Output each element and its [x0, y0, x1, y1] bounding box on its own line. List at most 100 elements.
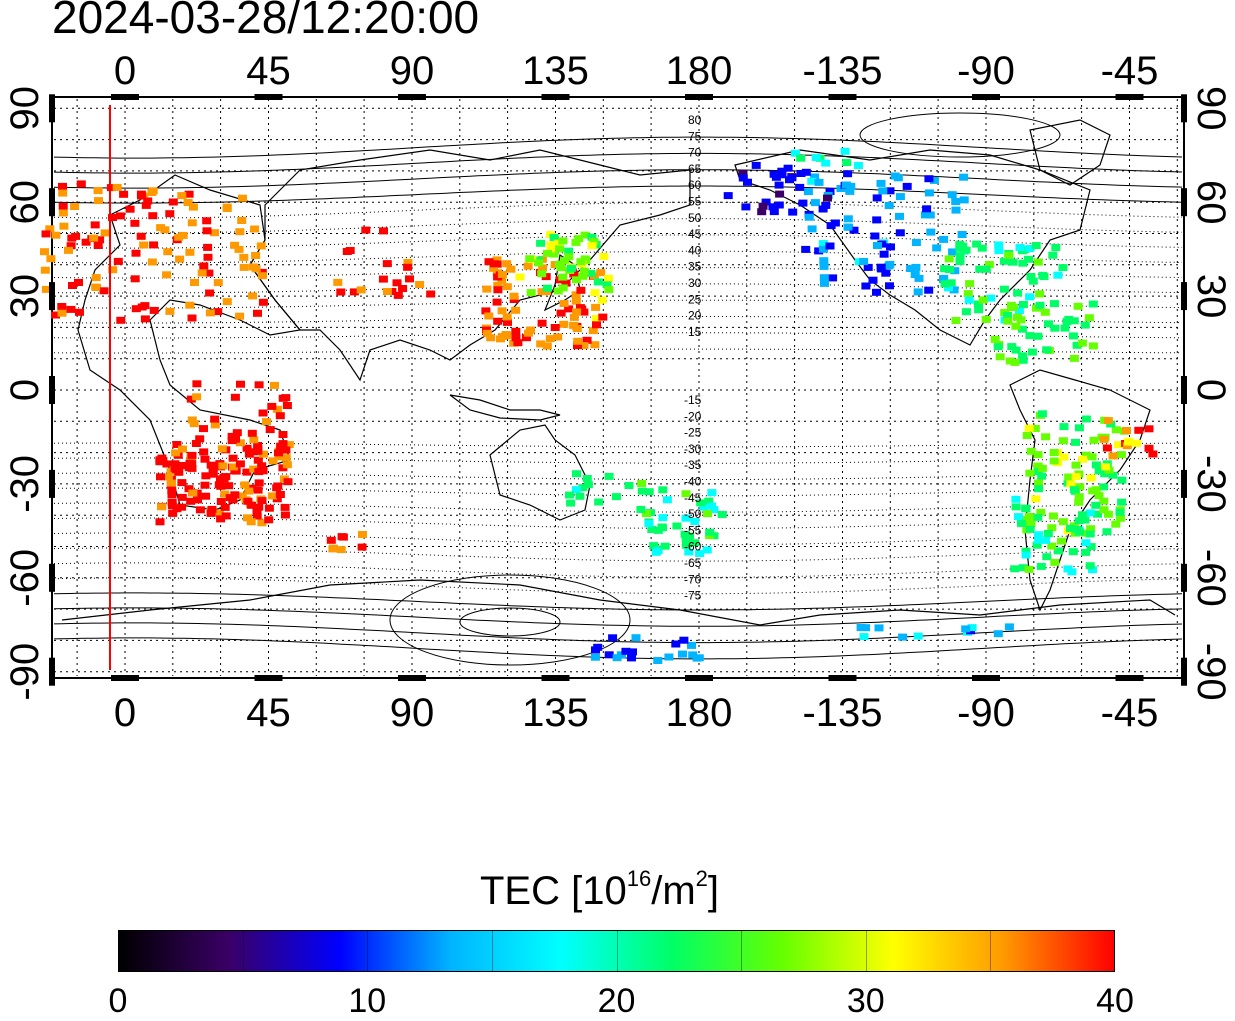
tec-dot: [1099, 497, 1109, 505]
tec-dot: [130, 275, 140, 283]
tec-dot: [993, 343, 1003, 351]
tec-dot: [257, 497, 267, 505]
tec-dot: [165, 307, 175, 315]
contour-label: 40: [688, 243, 702, 257]
tec-dot: [1069, 486, 1079, 494]
tec-dot: [560, 257, 570, 264]
tec-dot: [939, 235, 949, 243]
tec-dot: [681, 541, 691, 549]
tec-dot: [222, 205, 232, 212]
tec-dot: [502, 313, 512, 321]
contour-label: 50: [688, 211, 702, 225]
tec-dot: [1085, 562, 1095, 570]
tec-dot: [678, 650, 687, 658]
tec-dot: [911, 263, 921, 271]
tec-dot: [415, 281, 425, 288]
tec-dot: [814, 178, 824, 186]
tec-dot: [199, 448, 209, 456]
contour-line: [53, 607, 1183, 627]
tec-dot: [328, 545, 338, 553]
tec-dot: [95, 236, 105, 244]
tec-dot: [116, 316, 126, 324]
contour-label: -75: [684, 589, 702, 603]
tec-dot: [274, 449, 283, 457]
tec-dot: [58, 189, 68, 197]
tec-dot: [108, 266, 118, 274]
tec-dot: [81, 238, 91, 246]
tec-dot: [195, 506, 205, 514]
tec-dot: [237, 492, 247, 500]
tec-dot: [240, 481, 250, 489]
tec-dot: [798, 199, 808, 207]
bottom-lon-label: 180: [666, 691, 733, 735]
tec-dot: [130, 219, 140, 227]
tec-dot: [861, 282, 871, 290]
tec-dot: [967, 624, 977, 632]
tec-dot: [216, 498, 226, 505]
tec-dot: [91, 283, 101, 291]
tec-dot: [1034, 485, 1044, 493]
tec-dot: [631, 634, 641, 642]
tec-dot: [876, 179, 886, 187]
tec-dot: [203, 243, 213, 251]
tec-dot: [1033, 451, 1043, 459]
latitude-contours: [53, 112, 1183, 666]
tec-dot: [845, 187, 855, 195]
tec-dot: [881, 269, 891, 277]
tec-dot: [1066, 480, 1076, 488]
tec-dot: [185, 301, 195, 309]
tec-dot: [1035, 301, 1045, 309]
tec-dot: [602, 281, 612, 289]
tec-dot: [741, 203, 751, 211]
tec-dot: [703, 510, 712, 518]
tec-dot: [167, 479, 176, 487]
left-lat-label: -60: [3, 549, 47, 607]
bottom-lon-label: -45: [1101, 691, 1159, 735]
tec-dot: [546, 241, 556, 249]
tec-dot: [1042, 553, 1052, 561]
tec-dot: [1030, 425, 1040, 432]
tec-dot: [920, 211, 930, 219]
axis-tick: [828, 94, 857, 100]
tec-dot: [705, 528, 715, 536]
tec-dot: [270, 381, 279, 389]
tec-dot: [195, 435, 205, 443]
axis-tick: [49, 94, 55, 123]
tec-dot: [843, 170, 853, 178]
tec-dot: [186, 395, 196, 403]
tec-dot: [156, 473, 165, 481]
tec-dot: [681, 514, 691, 522]
tec-dot: [204, 269, 214, 277]
tec-dot: [1077, 511, 1087, 519]
tec-dot: [680, 530, 690, 538]
contour-line: [53, 348, 1182, 354]
tec-dot: [1063, 565, 1073, 573]
tec-dot: [1144, 444, 1154, 452]
tec-dot: [542, 342, 552, 350]
tec-dot: [1005, 357, 1015, 365]
tec-dot: [1028, 277, 1038, 285]
tec-dot: [579, 308, 589, 316]
tec-dot: [217, 445, 227, 453]
contour-line: [53, 136, 1183, 159]
tec-dot: [398, 285, 408, 292]
tec-dot: [565, 491, 574, 499]
axis-tick: [1181, 657, 1187, 686]
tec-dot: [140, 315, 150, 323]
tec-dot: [502, 283, 512, 291]
contour-label: -25: [684, 426, 702, 440]
tec-dot: [534, 259, 544, 267]
tec-dot: [125, 205, 135, 213]
tec-dot: [593, 278, 603, 286]
tec-dot: [951, 206, 961, 214]
tec-dot: [58, 182, 67, 190]
tec-dot: [644, 488, 654, 496]
tec-dot: [681, 490, 691, 498]
tec-dot: [192, 380, 202, 388]
tec-dot: [902, 182, 912, 190]
tec-dot: [493, 317, 503, 325]
tec-dot: [205, 289, 215, 297]
tec-dot: [278, 431, 288, 438]
tec-dot: [264, 504, 274, 512]
tec-dot: [177, 493, 187, 501]
